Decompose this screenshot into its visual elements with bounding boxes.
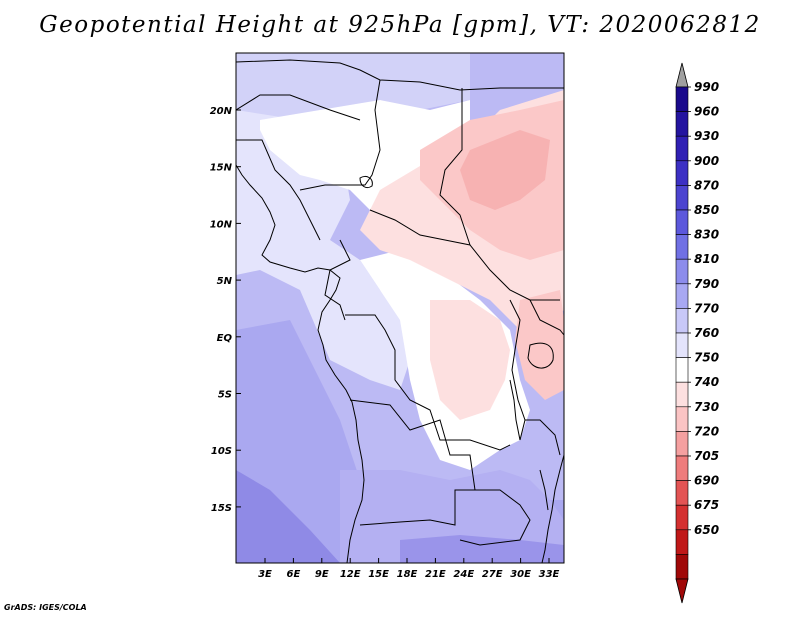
field-sahel-white [260,100,470,210]
lon-tick-label: 21E [425,569,446,580]
lon-tick-label: 9E [315,569,329,580]
coastline-east-africa [541,454,564,563]
colorbar-label: 760 [694,326,719,340]
colorbar-label: 705 [694,449,719,463]
colorbar-label: 900 [694,154,719,168]
colorbar-segment [675,283,689,309]
colorbar-segment [675,381,689,408]
lat-tick-label: 20N [210,106,233,117]
longitude-axis: 3E 6E 9E 12E 15E 18E 21E 24E 27E 30E 33E [258,558,560,580]
geopotential-field [236,53,564,563]
lon-tick-label: 15E [368,569,389,580]
field-sahara-blue [236,53,470,120]
colorbar-segment [675,308,689,334]
map-frame [235,52,565,564]
border-tanzania [525,419,561,456]
colorbar-segment [675,258,689,285]
colorbar-segment [675,234,689,260]
field-atlantic-band [236,170,280,270]
colorbar-label: 830 [694,228,719,242]
colorbar-label: 850 [694,203,719,217]
colorbar-bottom-arrow [675,578,689,604]
colorbar-segment [675,135,689,162]
lake-malawi [539,469,549,511]
lat-tick-label: 5N [217,276,233,287]
colorbar-label: 770 [694,301,719,315]
border-car [369,209,560,301]
colorbar-label: 720 [694,424,719,438]
lake-tanganyika [509,379,521,441]
colorbar-label: 690 [694,474,719,488]
colorbar-segment [675,185,689,211]
lat-tick-label: 5S [218,390,232,401]
lon-tick-label: 12E [340,569,361,580]
colorbar-label: 870 [694,178,719,192]
colorbar-label: 960 [694,105,719,119]
field-sudan-pink-dark [460,130,550,210]
colorbar-label: 750 [694,351,719,365]
lon-tick-label: 6E [287,569,301,580]
lon-tick-label: 30E [510,569,531,580]
lat-tick-label: 10N [210,219,233,230]
colorbar-segment [675,406,689,432]
colorbar-label: 930 [694,129,719,143]
border-uganda-kenya [529,299,564,336]
colorbar-label: 990 [694,80,719,94]
colorbar-label: 650 [694,523,719,537]
border-north-2 [299,79,381,191]
colorbar-top-arrow [675,62,689,88]
map-title: Geopotential Height at 925hPa [gpm], VT:… [39,12,761,38]
colorbar-segment [675,357,689,383]
colorbar-segment [675,332,689,358]
lat-tick-label: EQ [217,333,233,344]
colorbar: 990 960 930 900 870 850 830 810 790 770 760 750 740 7… [675,62,719,604]
field-east-lake-pink [515,290,564,400]
lon-tick-label: 27E [482,569,503,580]
grads-credit: GrADS: IGES/COLA [4,603,87,612]
latitude-axis: 20N 15N 10N 5N EQ 5S 10S 15S [210,106,241,514]
border-cameroon [324,239,351,321]
border-sahel-west [236,139,321,241]
colorbar-label: 740 [694,375,719,389]
colorbar-segment [675,431,689,457]
colorbar-label: 810 [694,252,719,266]
colorbar-segment [675,111,689,137]
lon-tick-label: 18E [397,569,418,580]
border-chad-sudan [439,88,471,246]
border-zambia [455,489,531,546]
colorbar-segment [675,160,689,186]
coastline-west-africa [236,164,365,563]
field-ocean-south [236,470,340,563]
colorbar-segment [675,86,689,112]
colorbar-segment [675,480,689,506]
colorbar-label: 790 [694,277,719,291]
colorbar-segment [675,455,689,481]
lake-victoria [527,342,554,369]
field-congo-pink [430,300,510,420]
lon-tick-label: 24E [453,569,474,580]
lat-tick-label: 15N [210,163,233,174]
lon-tick-label: 33E [539,569,560,580]
field-west-africa-lightblue [236,110,410,390]
lake-chad [359,175,373,189]
coastlines-and-borders [236,59,564,563]
field-southern-deep [400,535,564,563]
lat-tick-label: 15S [211,503,232,514]
border-congo [345,314,511,451]
lon-tick-label: 3E [258,569,272,580]
colorbar-label: 730 [694,400,719,414]
colorbar-segment [675,209,689,235]
border-angola [349,399,476,526]
lat-tick-label: 10S [211,446,232,457]
border-mali-niger [236,94,361,121]
colorbar-segment [675,504,689,531]
colorbar-segment [675,554,689,580]
colorbar-label: 675 [694,498,719,512]
colorbar-segment [675,529,689,555]
